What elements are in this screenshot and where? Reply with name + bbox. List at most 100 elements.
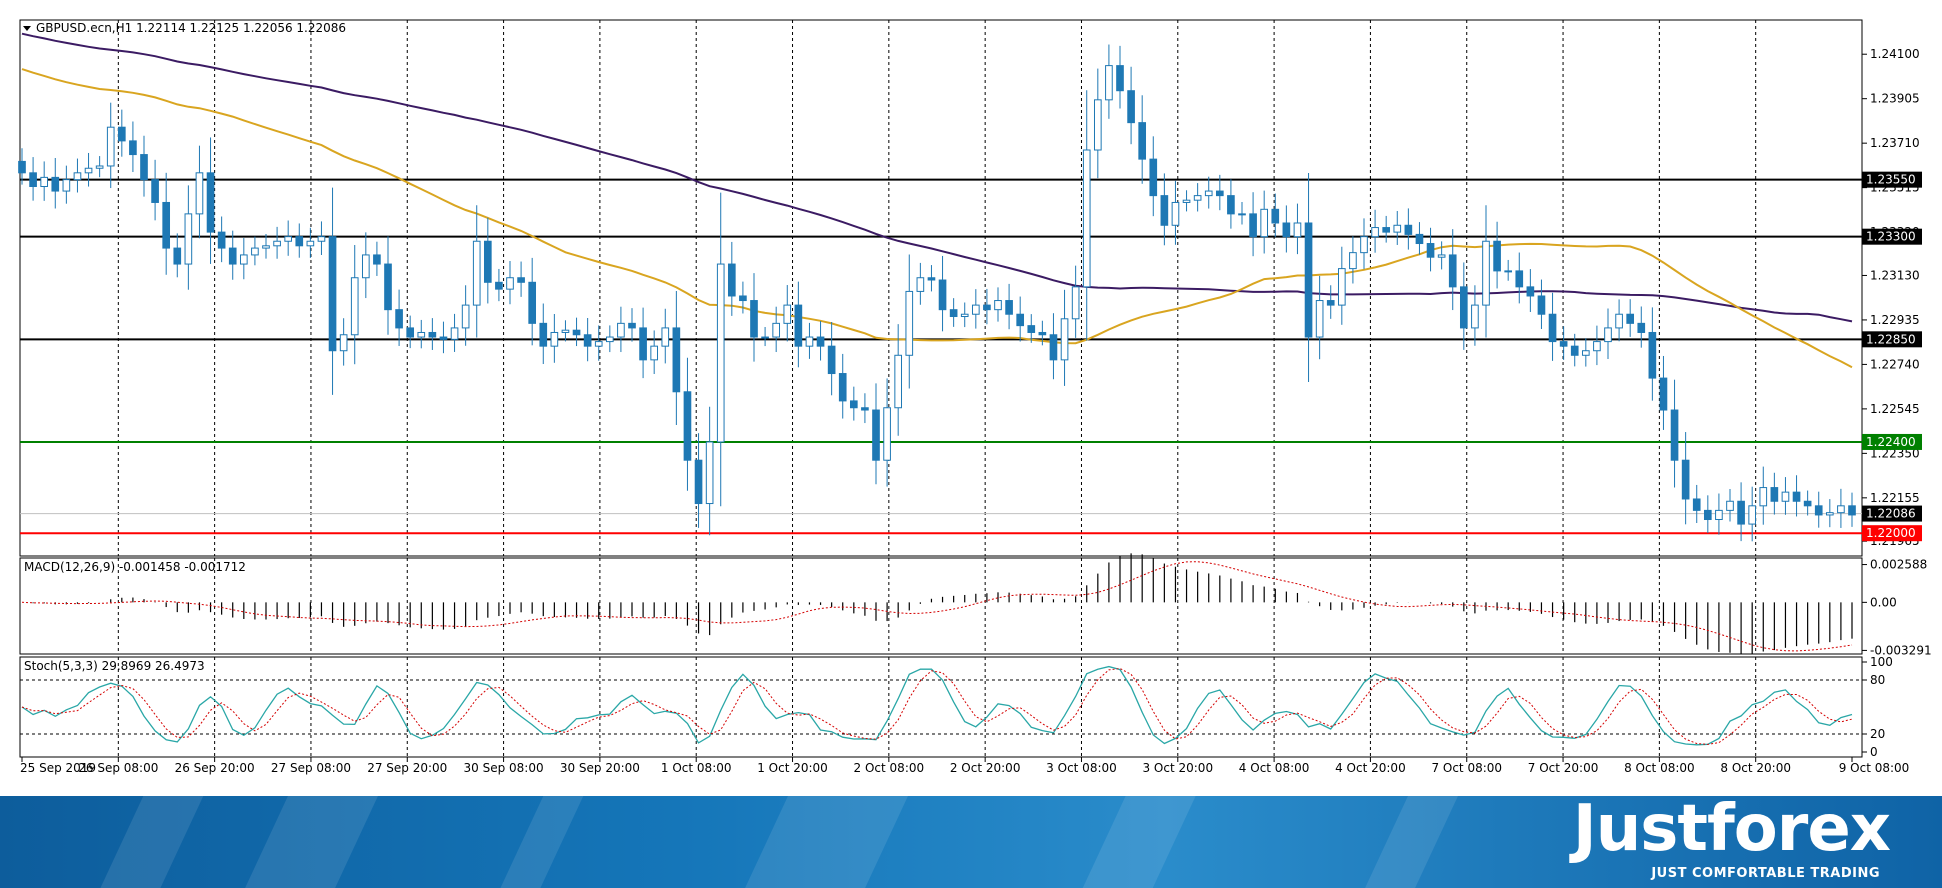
stoch-tick-label: 20 xyxy=(1870,727,1885,741)
candle-body xyxy=(40,176,49,188)
moving-averages xyxy=(21,32,1853,369)
candle-body xyxy=(683,391,692,461)
candle-body xyxy=(739,295,747,302)
candle-body xyxy=(195,172,204,215)
candle-body xyxy=(1182,199,1191,203)
candle-body xyxy=(1193,195,1202,201)
candle-body xyxy=(694,459,703,505)
last-price-badge xyxy=(1862,505,1922,522)
macd-histogram xyxy=(32,553,1853,655)
candle-body xyxy=(750,300,758,338)
candle-body xyxy=(927,277,936,281)
candle-body xyxy=(62,179,71,192)
candle-body xyxy=(184,213,193,265)
candle-body xyxy=(129,140,137,156)
candle-body xyxy=(29,172,37,188)
candle-body xyxy=(262,245,270,249)
level-badge xyxy=(1862,525,1922,542)
candle-body xyxy=(1404,224,1413,235)
macd-label: MACD(12,26,9) -0.001458 -0.001712 xyxy=(24,560,246,574)
macd-tick-label: 0.00 xyxy=(1870,595,1897,609)
candle-body xyxy=(251,247,259,256)
time-label: 26 Sep 20:00 xyxy=(175,761,255,775)
candle-body xyxy=(18,160,26,174)
candle-body xyxy=(1570,345,1579,356)
candle-body xyxy=(794,304,803,347)
candle-body xyxy=(1116,65,1124,92)
candle-body xyxy=(1227,195,1235,215)
time-label: 8 Oct 20:00 xyxy=(1720,761,1791,775)
candle-body xyxy=(295,236,304,247)
macd-axis: 0.002588 0.00 -0.003291 xyxy=(1862,558,1932,657)
candle-body xyxy=(428,331,437,338)
candle-body xyxy=(894,354,903,409)
candle-body xyxy=(228,247,237,265)
candle-body xyxy=(73,172,82,181)
candle-body xyxy=(1060,318,1069,361)
candle-body xyxy=(1737,500,1745,525)
price-tick-label: 1.22740 xyxy=(1870,357,1920,371)
candle-body xyxy=(1648,331,1657,379)
candle-body xyxy=(361,254,370,279)
candle-body xyxy=(1626,313,1635,324)
candle-body xyxy=(1792,491,1801,502)
stoch-panel xyxy=(19,656,1863,758)
candle-body xyxy=(971,304,980,315)
candle-body xyxy=(117,126,126,142)
time-label: 9 Oct 08:00 xyxy=(1839,761,1910,775)
candle-body xyxy=(1382,227,1391,233)
candle-body xyxy=(239,254,248,265)
candle-body xyxy=(1049,334,1058,361)
candle-body xyxy=(617,322,625,338)
time-label: 27 Sep 20:00 xyxy=(367,761,447,775)
time-label: 7 Oct 20:00 xyxy=(1528,761,1599,775)
stoch-label: Stoch(5,3,3) 29.8969 26.4973 xyxy=(24,659,205,673)
candles xyxy=(18,44,1856,542)
candle-body xyxy=(705,441,714,505)
candle-body xyxy=(439,336,448,340)
candle-body xyxy=(506,277,514,290)
time-label: 30 Sep 08:00 xyxy=(464,761,544,775)
candle-body xyxy=(95,165,104,169)
candle-body xyxy=(1814,505,1823,516)
candle-body xyxy=(1393,224,1402,233)
candle-body xyxy=(517,277,525,283)
collapse-triangle-icon[interactable] xyxy=(23,26,31,31)
price-axis: 1.241001.239051.237101.235151.233201.231… xyxy=(1862,47,1920,548)
candle-body xyxy=(1071,286,1080,320)
candle-body xyxy=(1493,240,1501,272)
candle-body xyxy=(1681,459,1690,500)
candle-body xyxy=(772,322,781,338)
candle-body xyxy=(1748,505,1757,525)
candle-body xyxy=(1038,331,1047,336)
level-badge-label: 1.22850 xyxy=(1866,332,1916,346)
level-badge xyxy=(1862,228,1922,245)
candle-body xyxy=(384,263,392,311)
price-chart: 1.241001.239051.237101.235151.233201.231… xyxy=(18,19,1932,775)
candle-body xyxy=(716,263,725,443)
candle-body xyxy=(1171,201,1180,226)
price-tick-label: 1.22545 xyxy=(1870,402,1920,416)
candle-body xyxy=(217,231,226,249)
candle-body xyxy=(838,373,847,402)
candle-body xyxy=(1093,99,1102,151)
candle-body xyxy=(495,281,503,290)
time-label: 7 Oct 08:00 xyxy=(1431,761,1502,775)
candle-body xyxy=(605,336,614,343)
candle-body xyxy=(1770,487,1779,502)
time-label: 1 Oct 08:00 xyxy=(661,761,732,775)
candle-body xyxy=(1249,213,1257,238)
candle-body xyxy=(106,126,115,167)
candle-body xyxy=(450,327,459,340)
price-tick-label: 1.23710 xyxy=(1870,136,1920,150)
candle-body xyxy=(1238,213,1246,216)
candle-body xyxy=(1282,222,1291,238)
candle-body xyxy=(849,400,858,409)
level-badge xyxy=(1862,331,1922,348)
candle-body xyxy=(1504,270,1513,273)
level-badge-label: 1.23300 xyxy=(1866,230,1916,244)
candle-body xyxy=(51,176,60,192)
candle-body xyxy=(1027,325,1036,333)
candle-body xyxy=(1371,227,1379,238)
candle-body xyxy=(761,336,769,339)
